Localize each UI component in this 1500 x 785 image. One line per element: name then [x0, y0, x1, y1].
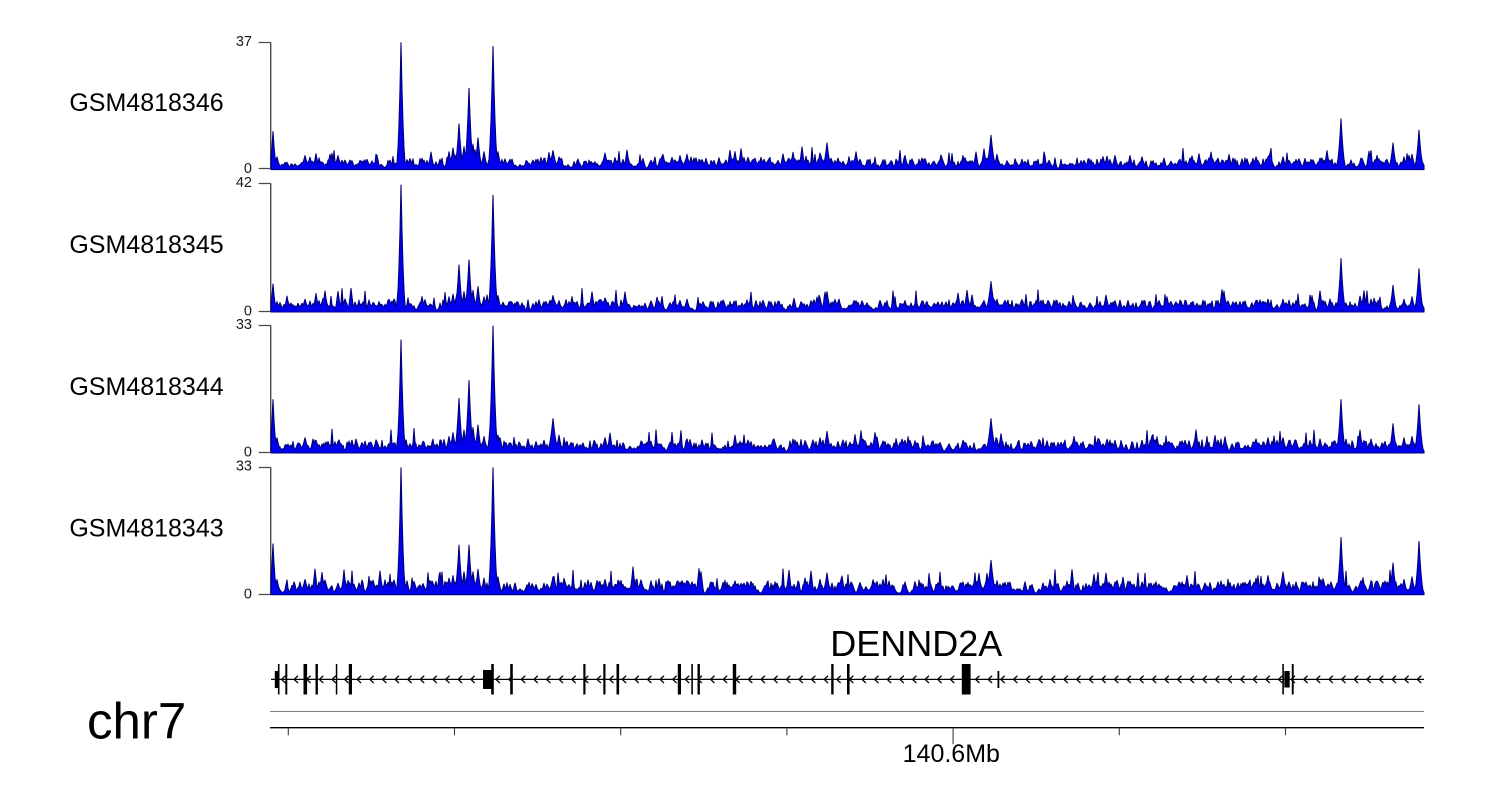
svg-text:0: 0 [244, 445, 252, 461]
svg-text:GSM4818344: GSM4818344 [69, 373, 223, 401]
svg-text:0: 0 [244, 304, 252, 320]
svg-text:GSM4818345: GSM4818345 [69, 231, 223, 259]
svg-text:DENND2A: DENND2A [830, 623, 1002, 664]
svg-text:37: 37 [236, 34, 252, 50]
svg-text:140.6Mb: 140.6Mb [903, 740, 1000, 768]
svg-text:33: 33 [236, 317, 252, 333]
svg-text:chr7: chr7 [87, 693, 186, 750]
svg-text:42: 42 [236, 175, 252, 191]
svg-text:GSM4818343: GSM4818343 [69, 515, 223, 543]
svg-text:GSM4818346: GSM4818346 [69, 89, 223, 117]
svg-text:0: 0 [244, 161, 252, 177]
svg-text:0: 0 [244, 586, 252, 602]
svg-text:33: 33 [236, 459, 252, 475]
